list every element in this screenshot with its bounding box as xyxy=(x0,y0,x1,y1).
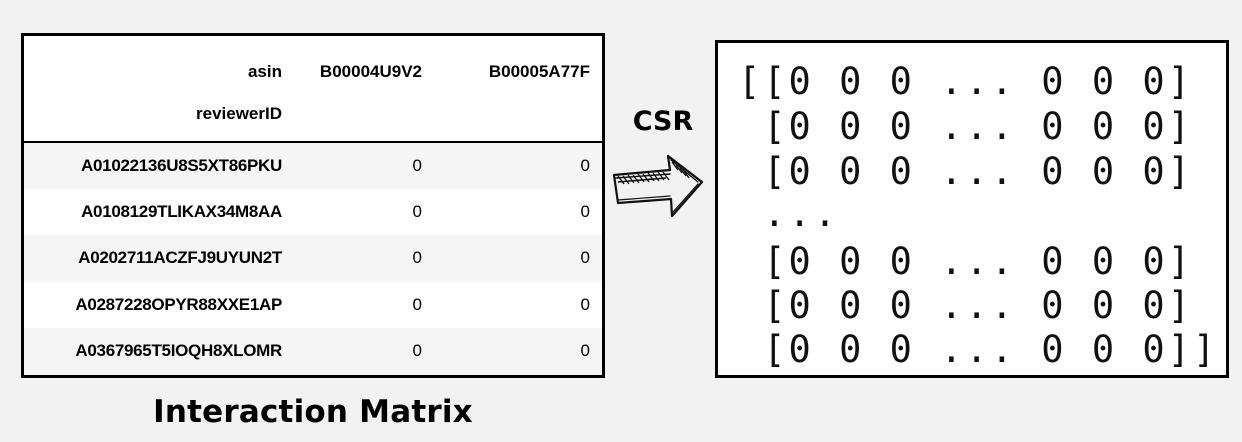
table-cell: 0 xyxy=(412,155,422,175)
interaction-matrix-caption: Interaction Matrix xyxy=(153,394,473,430)
table-row: A0108129TLIKAX34M8AA 0 0 xyxy=(24,189,602,236)
row-index: A01022136U8S5XT86PKU xyxy=(81,155,282,175)
matrix-row: [0 0 0 ... 0 0 0] xyxy=(738,240,1193,283)
matrix-row: [0 0 0 ... 0 0 0]] xyxy=(738,328,1219,371)
interaction-matrix-table: asin B00004U9V2 B00005A77F reviewerID A0… xyxy=(21,33,605,378)
column-axis-name: asin xyxy=(247,62,282,81)
index-axis-name: reviewerID xyxy=(196,104,282,123)
table-cell: 0 xyxy=(580,201,590,221)
index-header-row: reviewerID xyxy=(24,104,602,142)
matrix-row: [0 0 0 ... 0 0 0] xyxy=(738,150,1193,193)
table-cell: 0 xyxy=(580,341,590,361)
table-cell: 0 xyxy=(412,294,422,314)
row-index: A0367965T5IOQH8XLOMR xyxy=(75,341,282,361)
table-cell: 0 xyxy=(580,155,590,175)
table-row: A0287228OPYR88XXE1AP 0 0 xyxy=(24,282,602,329)
sparse-matrix-output: [[0 0 0 ... 0 0 0] [0 0 0 ... 0 0 0] [0 … xyxy=(715,40,1229,378)
csr-label: CSR xyxy=(632,106,694,137)
row-index: A0287228OPYR88XXE1AP xyxy=(75,294,282,314)
row-index: A0108129TLIKAX34M8AA xyxy=(81,201,282,221)
table-row: A0367965T5IOQH8XLOMR 0 0 xyxy=(24,328,602,375)
column-header: B00005A77F xyxy=(488,62,590,81)
table-cell: 0 xyxy=(412,341,422,361)
table-cell: 0 xyxy=(580,294,590,314)
matrix-row: [[0 0 0 ... 0 0 0] xyxy=(738,60,1193,103)
row-index: A0202711ACZFJ9UYUN2T xyxy=(78,248,282,268)
hand-drawn-right-arrow-icon xyxy=(612,154,704,218)
matrix-row: [0 0 0 ... 0 0 0] xyxy=(738,284,1193,327)
matrix-row: [0 0 0 ... 0 0 0] xyxy=(738,105,1193,148)
matrix-ellipsis: ... xyxy=(738,192,840,235)
dataframe: asin B00004U9V2 B00005A77F reviewerID A0… xyxy=(24,36,602,375)
table-cell: 0 xyxy=(412,201,422,221)
table-row: A01022136U8S5XT86PKU 0 0 xyxy=(24,142,602,189)
column-header-row: asin B00004U9V2 B00005A77F xyxy=(24,36,602,104)
table-row: A0202711ACZFJ9UYUN2T 0 0 xyxy=(24,235,602,282)
table-cell: 0 xyxy=(412,248,422,268)
column-header: B00004U9V2 xyxy=(319,62,422,81)
table-cell: 0 xyxy=(580,248,590,268)
